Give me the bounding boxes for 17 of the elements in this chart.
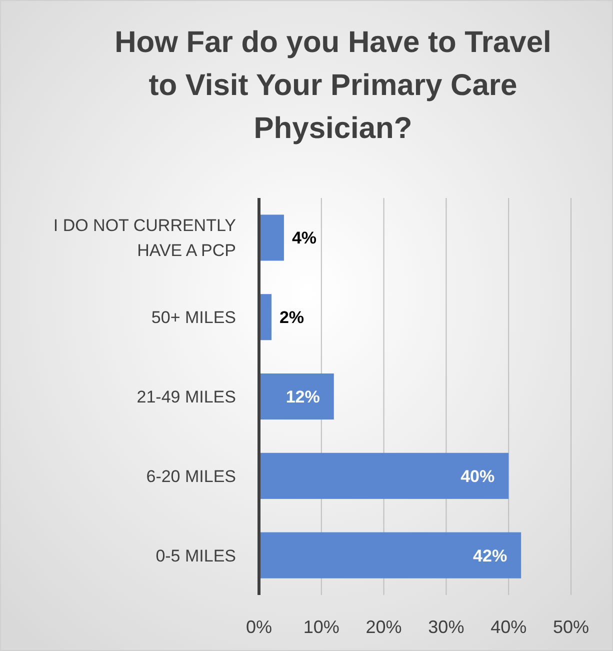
- x-tick-label: 40%: [490, 617, 527, 637]
- y-tick-label: 6-20 MILES: [146, 466, 236, 486]
- data-label: 4%: [292, 228, 317, 248]
- data-label: 40%: [460, 466, 495, 486]
- x-tick-label: 10%: [303, 617, 340, 637]
- y-tick-label: 21-49 MILES: [136, 387, 236, 406]
- x-tick-label: 50%: [552, 617, 590, 637]
- data-label: 2%: [279, 308, 304, 328]
- x-tick-label: 0%: [246, 617, 272, 637]
- data-label: 12%: [286, 387, 320, 406]
- y-tick-label: 50+ MILES: [151, 308, 236, 328]
- x-tick-label: 20%: [366, 617, 402, 637]
- y-tick-label: I DO NOT CURRENTLY HAVE A PCP: [53, 216, 236, 260]
- data-label: 42%: [473, 546, 508, 566]
- y-tick-label: 0-5 MILES: [156, 546, 236, 566]
- chart-title: How Far do you Have to Travel to Visit Your Primary Care Physician?: [114, 26, 552, 145]
- x-tick-label: 30%: [428, 617, 464, 637]
